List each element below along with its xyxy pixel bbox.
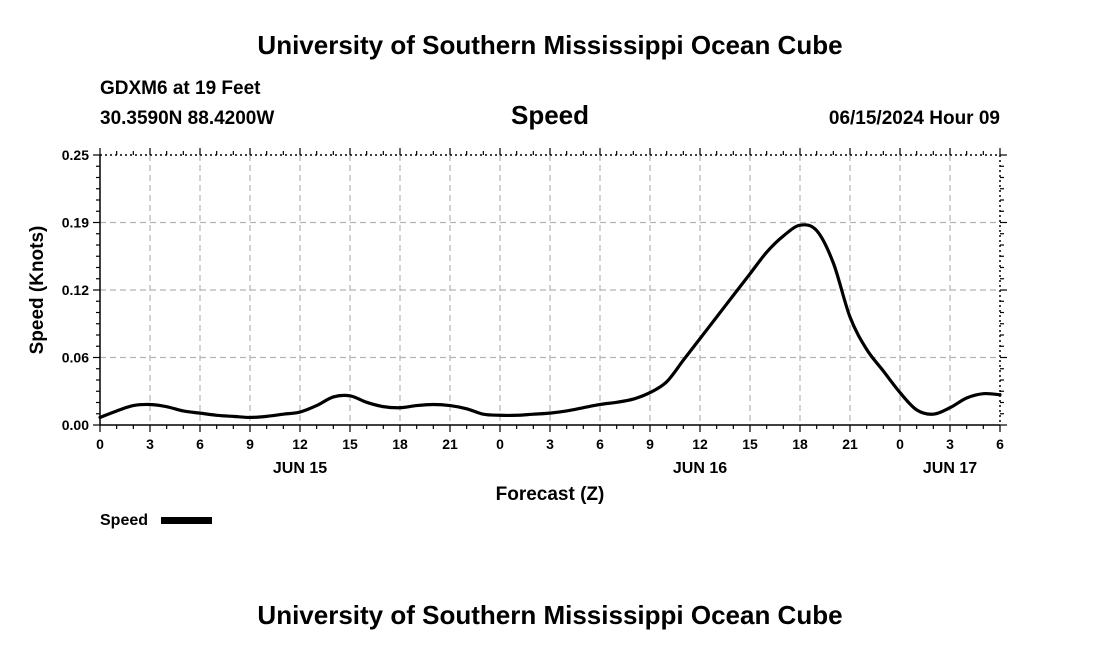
x-tick-label: 6 — [596, 436, 604, 452]
x-tick-label: 18 — [792, 436, 808, 452]
x-tick-label: 12 — [692, 436, 708, 452]
chart-main-title: University of Southern Mississippi Ocean… — [257, 30, 842, 60]
station-label: GDXM6 at 19 Feet — [100, 78, 261, 99]
y-tick-label: 0.00 — [62, 417, 89, 433]
datetime-label: 06/15/2024 Hour 09 — [829, 108, 1000, 129]
footer-title: University of Southern Mississippi Ocean… — [257, 600, 842, 630]
axes — [93, 148, 1007, 432]
legend-label: Speed — [100, 512, 148, 529]
tick-labels: 0 3 6 9 12 15 18 21 0 3 6 9 12 15 18 21 0 3 6 0.00 0.06 0.12 0… — [62, 147, 1004, 452]
y-axis-title: Speed (Knots) — [27, 226, 48, 355]
series-layer — [98, 223, 1002, 420]
x-tick-label: 6 — [996, 436, 1004, 452]
coordinates-label: 30.3590N 88.4200W — [100, 108, 274, 129]
x-axis-title: Forecast (Z) — [496, 484, 605, 505]
x-tick-label: 3 — [946, 436, 954, 452]
grid-lines — [100, 155, 1000, 425]
x-tick-label: 21 — [442, 436, 458, 452]
y-tick-label: 0.25 — [62, 147, 89, 163]
date-label: JUN 15 — [273, 460, 327, 477]
x-tick-label: 15 — [742, 436, 758, 452]
chart-title: Speed — [511, 100, 589, 130]
series-line-speed — [98, 223, 1002, 420]
x-tick-label: 18 — [392, 436, 408, 452]
y-tick-label: 0.12 — [62, 282, 89, 298]
x-tick-label: 0 — [96, 436, 104, 452]
x-tick-label: 0 — [896, 436, 904, 452]
legend-swatch — [161, 517, 212, 524]
x-tick-label: 3 — [546, 436, 554, 452]
x-tick-label: 0 — [496, 436, 504, 452]
y-tick-label: 0.19 — [62, 215, 89, 231]
x-tick-label: 15 — [342, 436, 358, 452]
x-tick-label: 9 — [646, 436, 654, 452]
date-label: JUN 17 — [923, 460, 977, 477]
y-tick-label: 0.06 — [62, 350, 89, 366]
x-tick-label: 6 — [196, 436, 204, 452]
date-labels: JUN 15 JUN 16 JUN 17 — [273, 460, 977, 477]
x-tick-label: 12 — [292, 436, 308, 452]
date-label: JUN 16 — [673, 460, 727, 477]
x-tick-label: 3 — [146, 436, 154, 452]
x-tick-label: 21 — [842, 436, 858, 452]
x-tick-label: 9 — [246, 436, 254, 452]
